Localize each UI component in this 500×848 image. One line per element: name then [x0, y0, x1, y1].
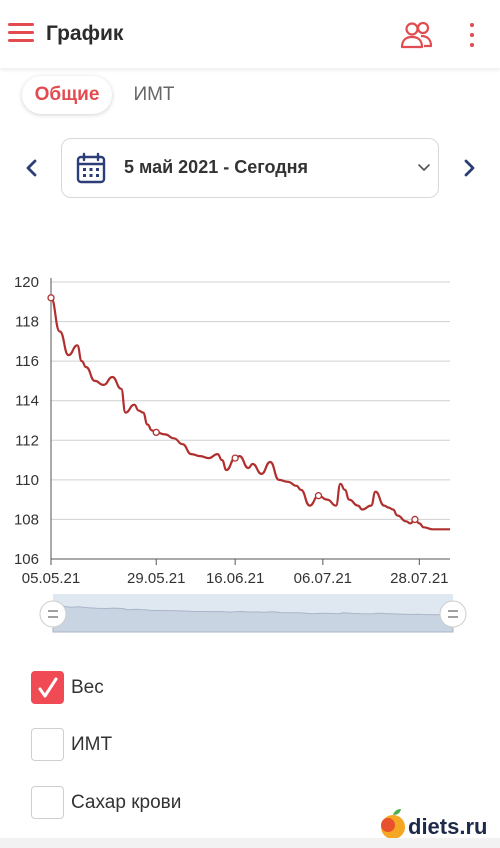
data-point-marker [411, 515, 419, 524]
data-point-marker [47, 294, 55, 302]
more-vertical-icon-dot [470, 43, 474, 47]
weight-chart-svg: 120 118 116 114 112 110 108 106 05.05.21 29.05.21… [14, 274, 450, 587]
checkbox-weight[interactable]: Вес [31, 671, 291, 705]
prev-period-button[interactable] [18, 152, 46, 184]
y-tick-label: 106 [14, 551, 39, 568]
date-range-select[interactable]: 5 май 2021 - Сегодня [61, 138, 439, 198]
x-tick-label: 06.07.21 [294, 570, 352, 587]
weight-series-line [49, 296, 450, 531]
more-vertical-icon-dot [470, 33, 474, 37]
y-tick-label: 118 [15, 314, 39, 331]
page-title: График [46, 22, 124, 45]
x-tick-label: 16.06.21 [206, 570, 264, 587]
y-tick-label: 114 [15, 393, 39, 410]
checkbox-weight-label: Вес [71, 677, 104, 698]
y-tick-label: 108 [14, 511, 39, 528]
weight-chart: 120 118 116 114 112 110 108 106 05.05.21 29.05.21… [0, 260, 500, 600]
navigator-series-area [52, 604, 454, 633]
chevron-right-icon [464, 159, 475, 177]
y-tick-label: 112 [15, 432, 39, 449]
calendar-icon [76, 152, 106, 184]
checkbox-bmi-box[interactable] [31, 728, 64, 761]
people-button[interactable] [400, 20, 434, 50]
menu-button[interactable] [6, 20, 36, 46]
watermark-text: diets.ru [408, 814, 488, 839]
x-tick-label: 28.07.21 [390, 570, 448, 587]
hamburger-icon-line [8, 31, 34, 34]
more-vertical-icon [470, 23, 474, 27]
chevron-down-icon [418, 164, 430, 171]
bottom-bar [0, 838, 500, 848]
tab-general[interactable]: Общие [22, 76, 112, 114]
handle-icon [39, 600, 67, 628]
date-range-value: 5 май 2021 - Сегодня [124, 157, 309, 177]
checkbox-blood-sugar[interactable]: Сахар крови [31, 786, 291, 820]
x-tick-label: 05.05.21 [22, 570, 80, 587]
checkbox-weight-box[interactable] [31, 671, 64, 704]
more-options-button[interactable] [460, 18, 484, 52]
x-tick-label: 29.05.21 [127, 570, 185, 587]
people-icon [400, 21, 433, 49]
data-point-marker [314, 492, 323, 500]
next-period-button[interactable] [455, 152, 483, 184]
chevron-left-icon [26, 159, 37, 177]
navigator-left-handle[interactable] [38, 599, 68, 629]
app-header: График [0, 0, 500, 68]
navigator-right-handle[interactable] [438, 599, 468, 629]
y-tick-label: 120 [14, 274, 39, 291]
data-point-marker [152, 428, 160, 437]
y-tick-label: 110 [15, 472, 39, 489]
checkbox-blood-sugar-label: Сахар крови [71, 792, 182, 813]
checkmark-icon [38, 677, 58, 698]
tab-bmi[interactable]: ИМТ [133, 84, 175, 105]
chart-navigator[interactable] [0, 588, 500, 638]
checkbox-blood-sugar-box[interactable] [31, 786, 64, 819]
hamburger-icon [8, 23, 34, 26]
watermark: diets.ru [378, 806, 496, 844]
apple-logo-icon [381, 809, 405, 839]
y-tick-label: 116 [15, 353, 39, 370]
hamburger-icon-line [8, 39, 34, 42]
handle-icon [439, 600, 467, 628]
checkbox-bmi[interactable]: ИМТ [31, 728, 291, 762]
checkbox-bmi-label: ИМТ [71, 734, 113, 755]
data-point-marker [231, 454, 239, 462]
chart-navigator-svg [52, 594, 454, 633]
